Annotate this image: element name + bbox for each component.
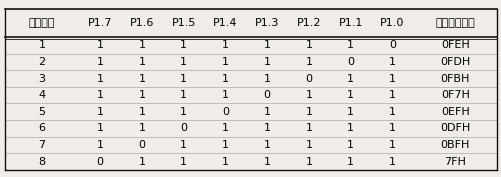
- Text: 1: 1: [305, 140, 312, 150]
- Text: 1: 1: [97, 90, 104, 100]
- Text: 1: 1: [305, 90, 312, 100]
- Text: 1: 1: [138, 107, 145, 117]
- Text: 1: 1: [97, 123, 104, 133]
- Text: 0: 0: [180, 123, 187, 133]
- Text: 7: 7: [39, 140, 46, 150]
- Text: 0: 0: [97, 157, 104, 167]
- Text: P1.7: P1.7: [88, 18, 112, 28]
- Text: 1: 1: [138, 74, 145, 84]
- Text: 1: 1: [97, 107, 104, 117]
- Text: 6: 6: [39, 123, 46, 133]
- Text: 1: 1: [347, 123, 354, 133]
- Text: 1: 1: [180, 107, 187, 117]
- Text: P1.6: P1.6: [129, 18, 154, 28]
- Text: 1: 1: [263, 123, 270, 133]
- Text: 1: 1: [180, 57, 187, 67]
- Text: 4: 4: [39, 90, 46, 100]
- Text: 0FEH: 0FEH: [440, 40, 468, 50]
- Text: 1: 1: [305, 157, 312, 167]
- Text: 1: 1: [180, 74, 187, 84]
- Text: 3: 3: [39, 74, 46, 84]
- Text: 0BFH: 0BFH: [440, 140, 469, 150]
- Text: 1: 1: [263, 107, 270, 117]
- Text: 1: 1: [180, 40, 187, 50]
- Text: 1: 1: [221, 90, 228, 100]
- Text: 1: 1: [305, 40, 312, 50]
- Text: 7FH: 7FH: [443, 157, 465, 167]
- Text: 0: 0: [138, 140, 145, 150]
- Text: 1: 1: [263, 74, 270, 84]
- Text: 1: 1: [347, 107, 354, 117]
- Text: 1: 1: [347, 90, 354, 100]
- Text: 1: 1: [388, 74, 395, 84]
- Text: P1.1: P1.1: [338, 18, 362, 28]
- Text: 0: 0: [263, 90, 270, 100]
- Text: 1: 1: [39, 40, 46, 50]
- Text: 1: 1: [221, 74, 228, 84]
- Text: 1: 1: [388, 140, 395, 150]
- Text: 0FBH: 0FBH: [440, 74, 469, 84]
- Text: 0F7H: 0F7H: [440, 90, 469, 100]
- Text: 2: 2: [39, 57, 46, 67]
- Text: 1: 1: [388, 157, 395, 167]
- Text: 1: 1: [305, 107, 312, 117]
- Text: 1: 1: [138, 90, 145, 100]
- Text: 1: 1: [305, 57, 312, 67]
- Text: 0FDH: 0FDH: [439, 57, 469, 67]
- Text: 1: 1: [263, 40, 270, 50]
- Text: 1: 1: [138, 123, 145, 133]
- Text: P1.3: P1.3: [255, 18, 279, 28]
- Text: 1: 1: [97, 74, 104, 84]
- Text: 1: 1: [97, 57, 104, 67]
- Text: P1.4: P1.4: [213, 18, 237, 28]
- Text: 十六进制状态: 十六进制状态: [434, 18, 474, 28]
- Text: 1: 1: [388, 123, 395, 133]
- Text: 1: 1: [388, 107, 395, 117]
- Text: 1: 1: [97, 40, 104, 50]
- Text: 5: 5: [39, 107, 46, 117]
- Text: 1: 1: [221, 157, 228, 167]
- Text: 状态序号: 状态序号: [29, 18, 55, 28]
- Text: 0: 0: [221, 107, 228, 117]
- Text: 1: 1: [97, 140, 104, 150]
- Text: 0EFH: 0EFH: [440, 107, 468, 117]
- Text: 0: 0: [305, 74, 312, 84]
- Text: P1.2: P1.2: [296, 18, 321, 28]
- Text: 1: 1: [138, 57, 145, 67]
- Text: P1.0: P1.0: [380, 18, 404, 28]
- Text: 1: 1: [221, 57, 228, 67]
- Text: 1: 1: [305, 123, 312, 133]
- Text: 1: 1: [263, 140, 270, 150]
- Text: 0DFH: 0DFH: [439, 123, 469, 133]
- Text: 1: 1: [138, 157, 145, 167]
- Text: 1: 1: [347, 74, 354, 84]
- Text: 8: 8: [39, 157, 46, 167]
- Text: 1: 1: [263, 57, 270, 67]
- Text: 1: 1: [347, 40, 354, 50]
- Text: 1: 1: [388, 57, 395, 67]
- Text: 1: 1: [180, 140, 187, 150]
- Text: 1: 1: [180, 157, 187, 167]
- Text: 1: 1: [263, 157, 270, 167]
- Text: P1.5: P1.5: [171, 18, 195, 28]
- Text: 1: 1: [347, 157, 354, 167]
- Text: 0: 0: [347, 57, 354, 67]
- Text: 1: 1: [221, 40, 228, 50]
- Text: 1: 1: [347, 140, 354, 150]
- Text: 1: 1: [388, 90, 395, 100]
- Text: 1: 1: [180, 90, 187, 100]
- Text: 1: 1: [221, 123, 228, 133]
- Text: 1: 1: [221, 140, 228, 150]
- Text: 1: 1: [138, 40, 145, 50]
- Text: 0: 0: [388, 40, 395, 50]
